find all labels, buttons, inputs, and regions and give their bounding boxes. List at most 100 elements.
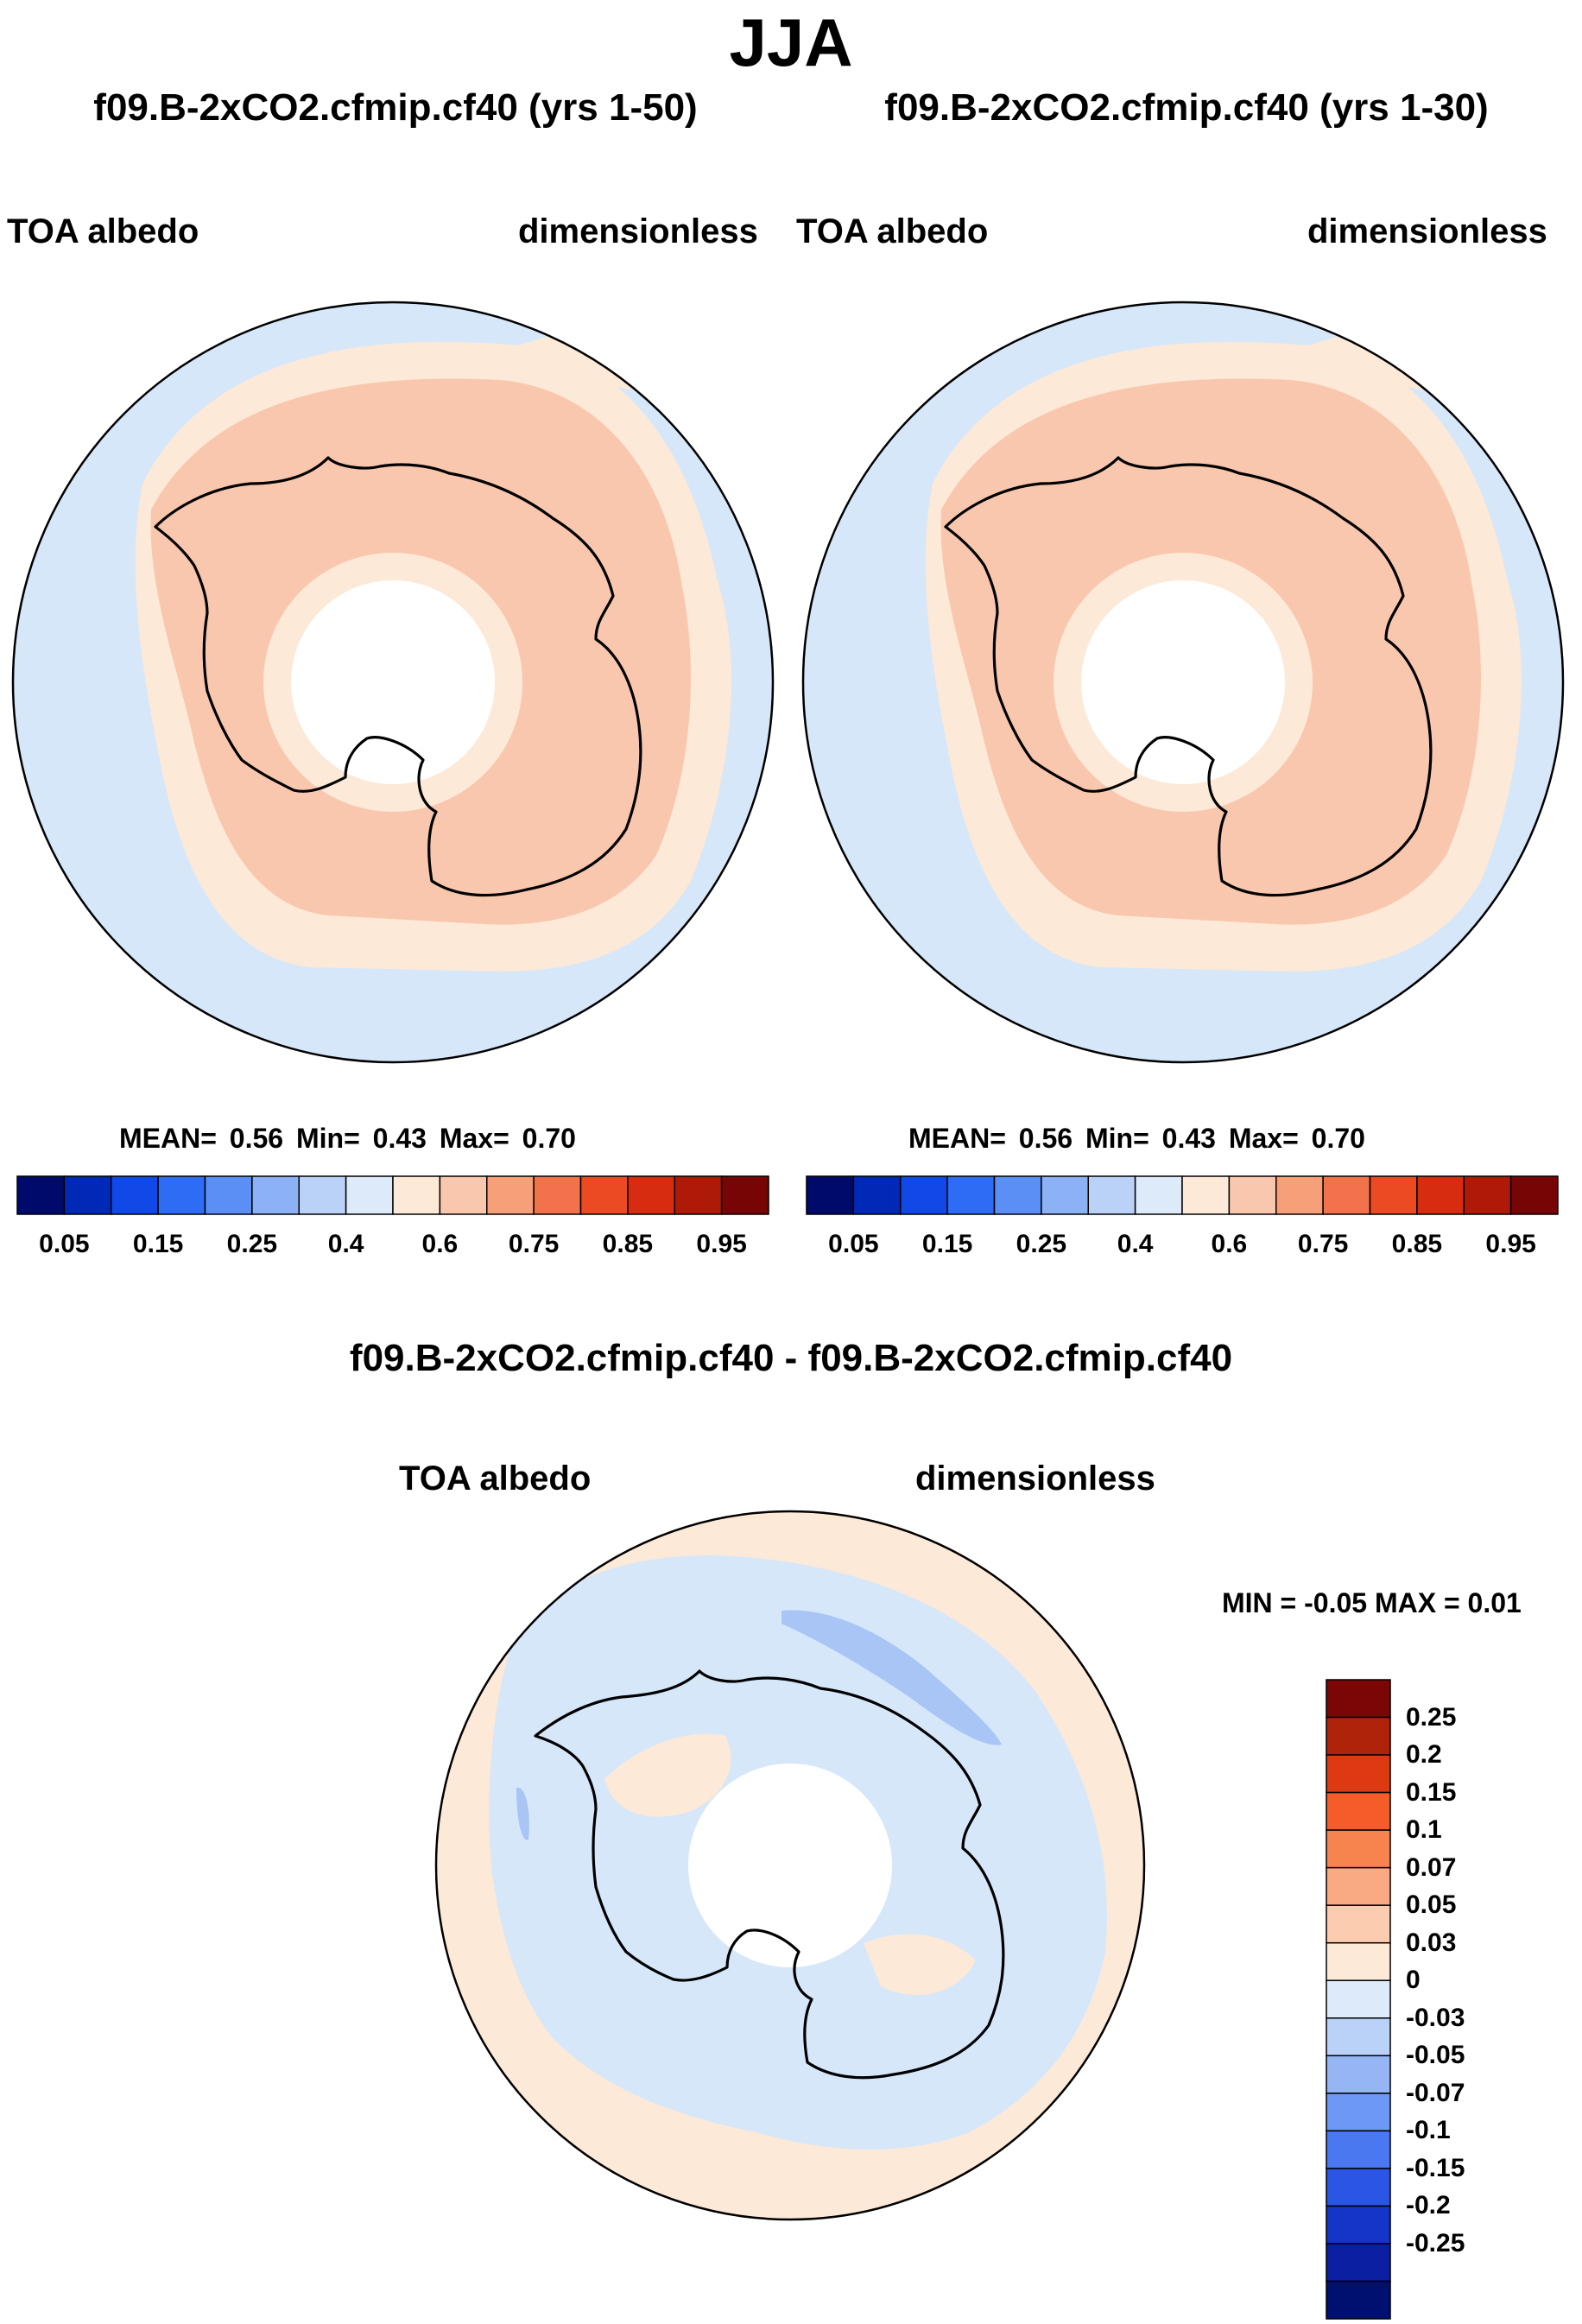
difference-colorbar-box xyxy=(1326,1941,1391,1981)
season-title: JJA xyxy=(729,4,853,80)
left-colorbar-box xyxy=(63,1175,112,1215)
right-colorbar-tick-label: 0.75 xyxy=(1297,1230,1349,1258)
left-colorbar-box xyxy=(392,1175,441,1215)
diff-map-positive-patch xyxy=(604,1733,731,1817)
left-map-pole-hole xyxy=(291,580,495,784)
left-colorbar-tick-label: 0.95 xyxy=(696,1230,747,1258)
left-colorbar-box xyxy=(298,1175,347,1215)
right-colorbar-box xyxy=(1087,1175,1136,1215)
right-colorbar-box xyxy=(993,1175,1042,1215)
difference-colorbar-tick-label: -0.15 xyxy=(1406,2153,1465,2182)
diff-map-strong-negative-band xyxy=(782,1610,1002,1745)
left-panel-variable-label: TOA albedo xyxy=(7,212,199,250)
difference-polar-map xyxy=(434,1510,1146,2221)
left-colorbar-box xyxy=(157,1175,206,1215)
right-colorbar-box xyxy=(1134,1175,1183,1215)
left-colorbar-tick-label: 0.4 xyxy=(327,1230,364,1258)
difference-colorbar-box xyxy=(1326,2280,1391,2320)
right-colorbar-box xyxy=(1369,1175,1418,1215)
diff-map-pole-hole xyxy=(688,1764,892,1967)
diff-map-antarctica-coastline xyxy=(534,1669,1005,2080)
left-colorbar-box xyxy=(204,1175,253,1215)
right-colorbar-tick-label: 0.6 xyxy=(1211,1230,1248,1258)
left-colorbar-tick-label: 0.25 xyxy=(226,1230,278,1258)
right-colorbar-box xyxy=(1041,1175,1089,1215)
difference-colorbar-tick-label: -0.2 xyxy=(1406,2191,1451,2220)
left-colorbar-box xyxy=(627,1175,675,1215)
difference-colorbar-box xyxy=(1326,2017,1391,2057)
difference-colorbar-box xyxy=(1326,2205,1391,2245)
right-colorbar-box xyxy=(852,1175,902,1215)
left-colorbar-tick-label: 0.15 xyxy=(132,1230,184,1258)
difference-units-label: dimensionless xyxy=(915,1460,1155,1498)
right-colorbar-box xyxy=(900,1175,948,1215)
diff-map-positive-patch-2 xyxy=(864,1934,976,1995)
left-colorbar-box xyxy=(533,1175,582,1215)
left-colorbar-tick-label: 0.75 xyxy=(508,1230,560,1258)
left-map-antarctica-coastline xyxy=(154,456,642,897)
left-panel-stats: MEAN= 0.56 Min= 0.43 Max= 0.70 xyxy=(119,1123,576,1154)
difference-colorbar-box xyxy=(1326,1791,1391,1831)
right-colorbar-box xyxy=(946,1175,996,1215)
difference-colorbar-tick-label: -0.07 xyxy=(1406,2078,1465,2107)
right-panel-variable-label: TOA albedo xyxy=(796,212,989,250)
difference-colorbar-box xyxy=(1326,1979,1391,2019)
right-colorbar xyxy=(806,1175,1559,1215)
difference-colorbar-box xyxy=(1326,2130,1391,2169)
right-colorbar-tick-label: 0.05 xyxy=(828,1230,879,1258)
difference-colorbar-tick-label: 0.25 xyxy=(1406,1702,1457,1732)
right-map-pole-hole xyxy=(1081,580,1285,784)
difference-colorbar-box xyxy=(1326,1829,1391,1869)
left-panel-case-title: f09.B-2xCO2.cfmip.cf40 (yrs 1-50) xyxy=(93,86,698,129)
difference-colorbar-box xyxy=(1326,1754,1391,1794)
left-colorbar-box xyxy=(439,1175,488,1215)
right-colorbar-box xyxy=(1228,1175,1277,1215)
difference-colorbar-box xyxy=(1326,1866,1391,1906)
left-colorbar-box xyxy=(345,1175,394,1215)
difference-colorbar-tick-label: 0.2 xyxy=(1406,1740,1442,1770)
difference-colorbar-tick-label: 0 xyxy=(1406,1966,1421,1995)
difference-colorbar-tick-label: -0.05 xyxy=(1406,2041,1465,2070)
difference-colorbar-box xyxy=(1326,1679,1391,1719)
left-colorbar-tick-label: 0.85 xyxy=(602,1230,654,1258)
difference-colorbar-box xyxy=(1326,1716,1391,1756)
difference-colorbar-box xyxy=(1326,2055,1391,2094)
difference-colorbar-tick-label: -0.1 xyxy=(1406,2116,1451,2145)
right-colorbar-box xyxy=(1322,1175,1371,1215)
difference-colorbar xyxy=(1326,1679,1391,2320)
left-colorbar-box xyxy=(486,1175,535,1215)
difference-colorbar-tick-label: 0.15 xyxy=(1406,1777,1457,1807)
right-colorbar-box xyxy=(1416,1175,1465,1215)
right-colorbar-box xyxy=(1463,1175,1512,1215)
left-map-boundary xyxy=(11,301,775,1064)
right-colorbar-box xyxy=(1275,1175,1324,1215)
difference-colorbar-box xyxy=(1326,2168,1391,2207)
difference-colorbar-tick-label: -0.25 xyxy=(1406,2228,1465,2258)
left-colorbar-box xyxy=(720,1175,769,1215)
right-colorbar-box xyxy=(806,1175,855,1215)
right-colorbar-tick-label: 0.95 xyxy=(1485,1230,1536,1258)
difference-minmax: MIN = -0.05 MAX = 0.01 xyxy=(1222,1587,1522,1618)
right-polar-map xyxy=(801,301,1565,1064)
diff-map-strong-negative-spot xyxy=(516,1787,529,1840)
right-colorbar-tick-label: 0.15 xyxy=(921,1230,973,1258)
right-colorbar-tick-label: 0.85 xyxy=(1391,1230,1443,1258)
right-panel-units-label: dimensionless xyxy=(1307,212,1547,250)
right-colorbar-box xyxy=(1509,1175,1559,1215)
right-map-boundary xyxy=(801,301,1565,1064)
difference-colorbar-tick-label: 0.07 xyxy=(1406,1852,1457,1882)
left-colorbar-tick-label: 0.6 xyxy=(421,1230,459,1258)
left-panel-units-label: dimensionless xyxy=(518,212,758,250)
difference-colorbar-tick-label: 0.1 xyxy=(1406,1815,1442,1845)
difference-colorbar-box xyxy=(1326,2093,1391,2132)
diff-map-boundary xyxy=(434,1510,1146,2221)
right-colorbar-tick-label: 0.4 xyxy=(1117,1230,1154,1258)
left-polar-map xyxy=(11,301,775,1064)
left-colorbar-box xyxy=(16,1175,66,1215)
left-colorbar-box xyxy=(111,1175,159,1215)
left-colorbar xyxy=(16,1175,769,1215)
difference-title: f09.B-2xCO2.cfmip.cf40 - f09.B-2xCO2.cfm… xyxy=(349,1337,1233,1379)
difference-colorbar-box xyxy=(1326,2243,1391,2283)
right-colorbar-box xyxy=(1181,1175,1231,1215)
